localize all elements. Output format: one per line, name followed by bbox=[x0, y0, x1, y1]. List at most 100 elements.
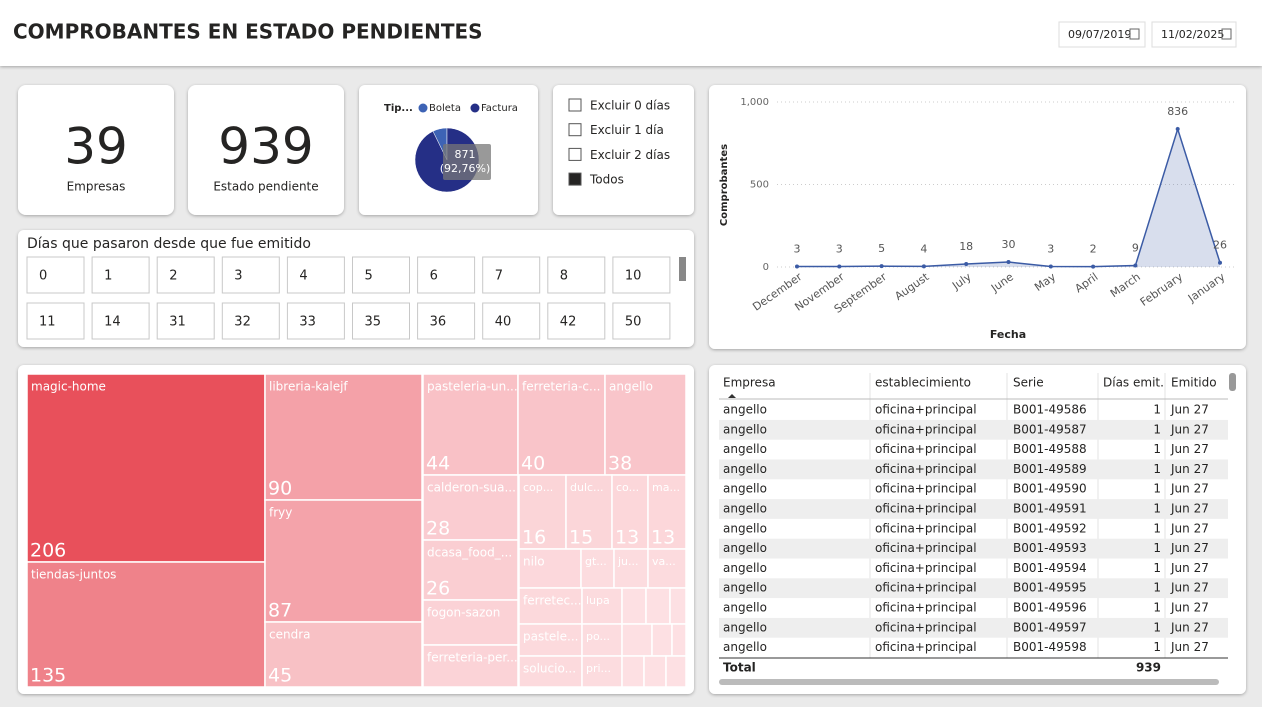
row-band bbox=[719, 617, 1228, 638]
table-cell: angello bbox=[723, 541, 767, 555]
treemap-tile[interactable] bbox=[264, 373, 423, 501]
treemap-tile-small bbox=[621, 623, 653, 657]
day-button[interactable] bbox=[156, 302, 215, 340]
treemap-tile[interactable] bbox=[26, 561, 266, 688]
table-cell: 1 bbox=[1153, 640, 1161, 654]
day-button[interactable] bbox=[26, 302, 85, 340]
treemap-tile[interactable] bbox=[647, 548, 687, 589]
calendar-icon[interactable] bbox=[1129, 28, 1140, 40]
day-button[interactable] bbox=[286, 302, 345, 340]
treemap-tile[interactable] bbox=[422, 373, 519, 476]
day-button[interactable] bbox=[482, 302, 541, 340]
table-cell: Jun 27 bbox=[1170, 482, 1209, 496]
table-cell: oficina+principal bbox=[875, 502, 977, 516]
calendar-icon[interactable] bbox=[1221, 28, 1232, 40]
day-button[interactable] bbox=[547, 302, 606, 340]
column-header[interactable]: Emitido bbox=[1171, 376, 1217, 390]
checkbox[interactable] bbox=[568, 147, 582, 161]
day-button[interactable] bbox=[612, 302, 671, 340]
column-header[interactable]: Serie bbox=[1013, 376, 1044, 390]
tile-name: angello bbox=[609, 380, 653, 394]
data-label: 2 bbox=[1090, 243, 1097, 256]
treemap-tile[interactable] bbox=[518, 655, 583, 688]
point bbox=[1091, 264, 1096, 269]
day-button[interactable] bbox=[156, 256, 215, 294]
table-cell: Jun 27 bbox=[1170, 601, 1209, 615]
treemap-tile[interactable] bbox=[264, 621, 423, 688]
treemap-tile[interactable] bbox=[581, 623, 623, 657]
day-button[interactable] bbox=[612, 256, 671, 294]
day-button[interactable] bbox=[221, 302, 280, 340]
column-header[interactable]: establecimiento bbox=[875, 376, 971, 390]
day-button[interactable] bbox=[352, 302, 410, 340]
column-header[interactable]: Días emit. bbox=[1103, 376, 1164, 390]
day-button-label: 3 bbox=[234, 269, 242, 284]
scrollbar[interactable] bbox=[719, 679, 1219, 685]
treemap-tile[interactable] bbox=[518, 623, 583, 657]
day-button[interactable] bbox=[286, 256, 345, 294]
data-label: (92,76%) bbox=[440, 162, 491, 175]
day-button[interactable] bbox=[547, 256, 606, 294]
scrollbar[interactable] bbox=[1229, 373, 1236, 391]
line-panel bbox=[709, 85, 1246, 349]
kpi-label: Estado pendiente bbox=[213, 180, 318, 194]
day-button[interactable] bbox=[417, 256, 476, 294]
legend-label: Factura bbox=[481, 103, 518, 114]
treemap-tile[interactable] bbox=[264, 499, 423, 623]
table-cell: angello bbox=[723, 462, 767, 476]
treemap-tile[interactable] bbox=[422, 599, 519, 646]
day-button[interactable] bbox=[91, 256, 150, 294]
treemap-tile-small bbox=[645, 587, 671, 625]
day-button[interactable] bbox=[26, 256, 85, 294]
treemap-tile[interactable] bbox=[647, 474, 687, 550]
scrollbar[interactable] bbox=[679, 257, 686, 281]
day-button[interactable] bbox=[482, 256, 541, 294]
tile-name: fryy bbox=[269, 506, 292, 520]
checkbox[interactable] bbox=[568, 123, 582, 137]
table-cell: oficina+principal bbox=[875, 601, 977, 615]
treemap-tile-small bbox=[665, 655, 687, 688]
table-cell: angello bbox=[723, 620, 767, 634]
treemap-tile[interactable] bbox=[517, 373, 606, 476]
day-button-label: 35 bbox=[365, 315, 382, 330]
treemap-tile[interactable] bbox=[422, 539, 519, 601]
legend-dot bbox=[418, 103, 428, 113]
day-button-label: 6 bbox=[430, 269, 438, 284]
point bbox=[879, 264, 884, 269]
table-panel bbox=[709, 365, 1246, 694]
tile-name: lupa bbox=[586, 594, 610, 607]
checkbox[interactable] bbox=[568, 98, 582, 112]
table-cell: Jun 27 bbox=[1170, 541, 1209, 555]
tile-value: 28 bbox=[426, 518, 450, 540]
data-label: 3 bbox=[794, 243, 801, 256]
point bbox=[837, 264, 842, 269]
checkbox[interactable] bbox=[568, 172, 582, 186]
day-button-label: 14 bbox=[104, 315, 121, 330]
tile-value: 206 bbox=[30, 540, 66, 562]
treemap-tile[interactable] bbox=[26, 373, 266, 563]
sort-arrow bbox=[728, 394, 736, 398]
treemap-tile[interactable] bbox=[604, 373, 687, 476]
tile-name: pasteleria-un... bbox=[427, 380, 518, 394]
day-button[interactable] bbox=[417, 302, 476, 340]
day-button-label: 40 bbox=[495, 315, 512, 330]
day-button-label: 31 bbox=[169, 315, 186, 330]
date-from-box[interactable] bbox=[1058, 21, 1146, 48]
day-button-label: 42 bbox=[560, 315, 577, 330]
table-cell: B001-49594 bbox=[1013, 561, 1087, 575]
header bbox=[0, 0, 1262, 66]
day-button[interactable] bbox=[221, 256, 280, 294]
table-cell: Jun 27 bbox=[1170, 403, 1209, 417]
treemap-tile-small bbox=[621, 587, 647, 625]
column-header[interactable]: Empresa bbox=[723, 376, 776, 390]
day-button[interactable] bbox=[91, 302, 150, 340]
legend-label: Boleta bbox=[429, 103, 461, 114]
treemap-tile[interactable] bbox=[581, 655, 623, 688]
treemap-tile[interactable] bbox=[422, 644, 519, 688]
tile-value: 135 bbox=[30, 665, 66, 687]
day-button[interactable] bbox=[352, 256, 410, 294]
table-cell: 1 bbox=[1153, 462, 1161, 476]
point bbox=[921, 264, 926, 269]
day-button-label: 2 bbox=[169, 269, 177, 284]
